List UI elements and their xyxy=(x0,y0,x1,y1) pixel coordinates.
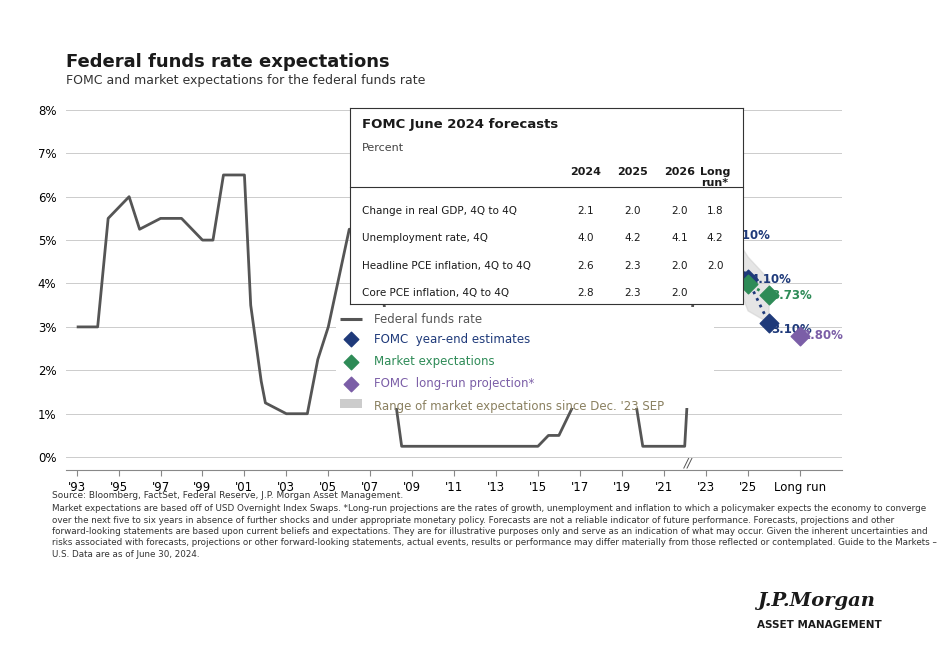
Point xyxy=(343,334,359,345)
Text: 4.2: 4.2 xyxy=(707,233,724,243)
Text: Market expectations are based off of USD Overnight Index Swaps. *Long-run projec: Market expectations are based off of USD… xyxy=(52,504,937,559)
Text: 2.6: 2.6 xyxy=(577,261,594,270)
Text: 2.0: 2.0 xyxy=(707,261,724,270)
Text: 3.73%: 3.73% xyxy=(771,289,812,302)
Text: FOMC June 2024 forecasts: FOMC June 2024 forecasts xyxy=(361,118,558,131)
Text: 4.87%: 4.87% xyxy=(683,239,724,252)
Text: Change in real GDP, 4Q to 4Q: Change in real GDP, 4Q to 4Q xyxy=(361,206,517,215)
Text: FOMC and market expectations for the federal funds rate: FOMC and market expectations for the fed… xyxy=(66,74,426,87)
Point xyxy=(761,317,776,328)
Text: 2.0: 2.0 xyxy=(672,261,688,270)
Point xyxy=(343,357,359,367)
Text: Federal funds rate: Federal funds rate xyxy=(374,313,482,326)
Text: Federal funds rate expectations: Federal funds rate expectations xyxy=(66,53,390,71)
Point xyxy=(740,279,755,289)
Text: 2.0: 2.0 xyxy=(624,206,641,215)
Text: 2.3: 2.3 xyxy=(624,288,641,298)
Text: 4.1: 4.1 xyxy=(672,233,688,243)
Text: FOMC  year-end estimates: FOMC year-end estimates xyxy=(374,333,530,346)
Text: 3.10%: 3.10% xyxy=(771,323,812,336)
Text: Percent: Percent xyxy=(361,143,404,153)
Point xyxy=(793,330,808,341)
Text: 2025: 2025 xyxy=(618,167,648,176)
Point xyxy=(343,379,359,389)
Text: Market expectations: Market expectations xyxy=(374,355,495,368)
FancyBboxPatch shape xyxy=(340,399,362,413)
Point xyxy=(719,231,734,241)
Text: 2.0: 2.0 xyxy=(672,288,688,298)
Text: 2.3: 2.3 xyxy=(624,261,641,270)
Point xyxy=(740,274,755,285)
Text: 4.2: 4.2 xyxy=(624,233,641,243)
Point xyxy=(761,290,776,300)
Text: FOMC  long-run projection*: FOMC long-run projection* xyxy=(374,377,534,390)
Text: 2.0: 2.0 xyxy=(672,206,688,215)
Text: Headline PCE inflation, 4Q to 4Q: Headline PCE inflation, 4Q to 4Q xyxy=(361,261,531,270)
Text: 2024: 2024 xyxy=(570,167,601,176)
Point xyxy=(719,240,734,251)
Text: 5.38%: 5.38% xyxy=(670,208,710,221)
Text: Range of market expectations since Dec. '23 SEP: Range of market expectations since Dec. … xyxy=(374,400,664,413)
Text: //: // xyxy=(684,456,692,470)
Text: Source: Bloomberg, FactSet, Federal Reserve, J.P. Morgan Asset Management.: Source: Bloomberg, FactSet, Federal Rese… xyxy=(52,491,403,500)
Text: Unemployment rate, 4Q: Unemployment rate, 4Q xyxy=(361,233,488,243)
Text: Long
run*: Long run* xyxy=(700,167,730,188)
Text: 1.8: 1.8 xyxy=(707,206,724,215)
Text: 2.80%: 2.80% xyxy=(802,329,844,342)
Text: Core PCE inflation, 4Q to 4Q: Core PCE inflation, 4Q to 4Q xyxy=(361,288,509,298)
Point xyxy=(705,218,720,229)
Text: 3.99%: 3.99% xyxy=(704,278,745,291)
Text: J.P.Morgan: J.P.Morgan xyxy=(757,592,875,610)
Text: 2.1: 2.1 xyxy=(577,206,594,215)
Text: 2.8: 2.8 xyxy=(577,288,594,298)
Text: ASSET MANAGEMENT: ASSET MANAGEMENT xyxy=(757,620,882,630)
Text: 4.0: 4.0 xyxy=(577,233,594,243)
Text: 4.10%: 4.10% xyxy=(750,273,791,285)
Text: 2026: 2026 xyxy=(664,167,695,176)
Text: 5.10%: 5.10% xyxy=(729,229,770,242)
